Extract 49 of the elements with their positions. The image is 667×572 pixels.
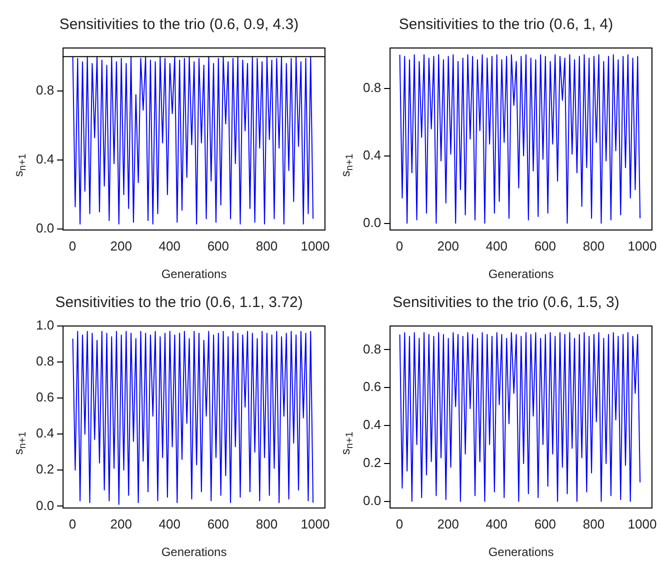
y-tick-label: 1.0	[36, 318, 54, 333]
y-tick-label: 0.0	[36, 498, 54, 513]
x-tick-label: 800	[582, 238, 605, 254]
chart-title: Sensitivities to the trio (0.6, 0.9, 4.3)	[59, 16, 299, 34]
x-tick-label: 0	[68, 238, 76, 254]
y-tick-label: 0.4	[362, 147, 382, 162]
x-tick-label: 0	[68, 516, 76, 532]
x-tick-label: 200	[110, 238, 132, 254]
x-tick-label: 800	[256, 516, 278, 532]
y-tick-label: 0.0	[36, 220, 54, 236]
x-tick-label: 400	[158, 238, 180, 254]
y-tick-label: 0.4	[36, 426, 54, 441]
x-tick-label: 400	[486, 238, 508, 254]
x-tick-label: 1000	[628, 238, 657, 254]
x-tick-label: 600	[534, 516, 556, 532]
y-tick-label: 0.0	[362, 492, 382, 508]
chart-title: Sensitivities to the trio (0.6, 1, 4)	[398, 16, 614, 34]
x-axis-title: Generations	[488, 545, 554, 560]
y-tick-label: 0.8	[362, 80, 382, 96]
y-tick-label: 0.4	[36, 152, 54, 167]
x-tick-label: 1000	[300, 238, 330, 254]
x-tick-label: 600	[207, 516, 230, 532]
x-axis-title: Generations	[161, 267, 227, 282]
x-tick-label: 1000	[628, 516, 657, 532]
x-tick-label: 0	[396, 516, 404, 532]
y-tick-label: 0.2	[36, 462, 54, 477]
x-axis-title: Generations	[488, 267, 554, 282]
y-tick-label: 0.4	[362, 417, 382, 432]
x-tick-label: 600	[534, 238, 556, 254]
y-tick-label: 0.6	[36, 390, 54, 405]
x-tick-label: 400	[486, 516, 508, 532]
chart-title: Sensitivities to the trio (0.6, 1.1, 3.72)	[55, 294, 303, 312]
y-tick-label: 0.8	[362, 341, 382, 356]
x-tick-label: 600	[207, 238, 230, 254]
x-tick-label: 200	[437, 238, 459, 254]
x-tick-label: 200	[110, 516, 132, 532]
y-tick-label: 0.8	[36, 354, 54, 369]
y-tick-label: 0.2	[362, 455, 382, 470]
x-tick-label: 800	[582, 516, 605, 532]
x-tick-label: 400	[158, 516, 180, 532]
x-tick-label: 1000	[300, 516, 330, 532]
x-tick-label: 0	[396, 238, 404, 254]
x-axis-title: Generations	[161, 545, 227, 560]
y-tick-label: 0.6	[362, 379, 382, 394]
y-tick-label: 0.8	[36, 82, 54, 98]
y-tick-label: 0.0	[362, 214, 382, 230]
x-tick-label: 200	[437, 516, 459, 532]
x-tick-label: 800	[256, 238, 278, 254]
chart-title: Sensitivities to the trio (0.6, 1.5, 3)	[392, 294, 620, 312]
